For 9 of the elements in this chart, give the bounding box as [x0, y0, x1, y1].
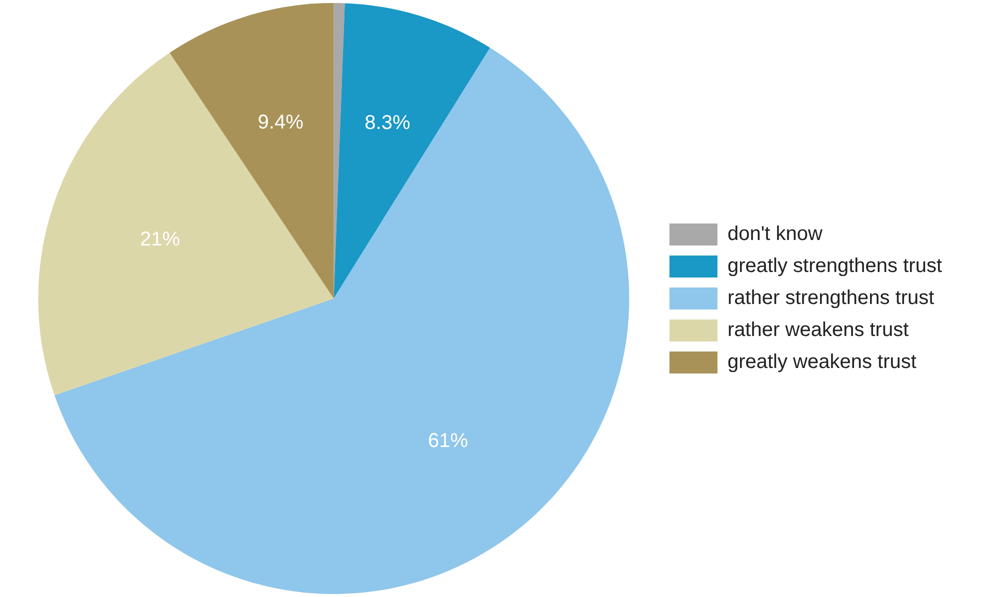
legend-label: greatly strengthens trust: [727, 255, 942, 278]
data-label: 21%: [140, 228, 180, 251]
data-label: 61%: [428, 430, 468, 452]
data-label: 8.3%: [364, 112, 410, 134]
legend-label: rather strengthens trust: [727, 287, 935, 310]
data-label: 9.4%: [258, 112, 304, 134]
legend-label: don't know: [727, 223, 823, 246]
legend-label: rather weakens trust: [727, 319, 910, 342]
legend-label: greatly weakens trust: [727, 351, 917, 374]
